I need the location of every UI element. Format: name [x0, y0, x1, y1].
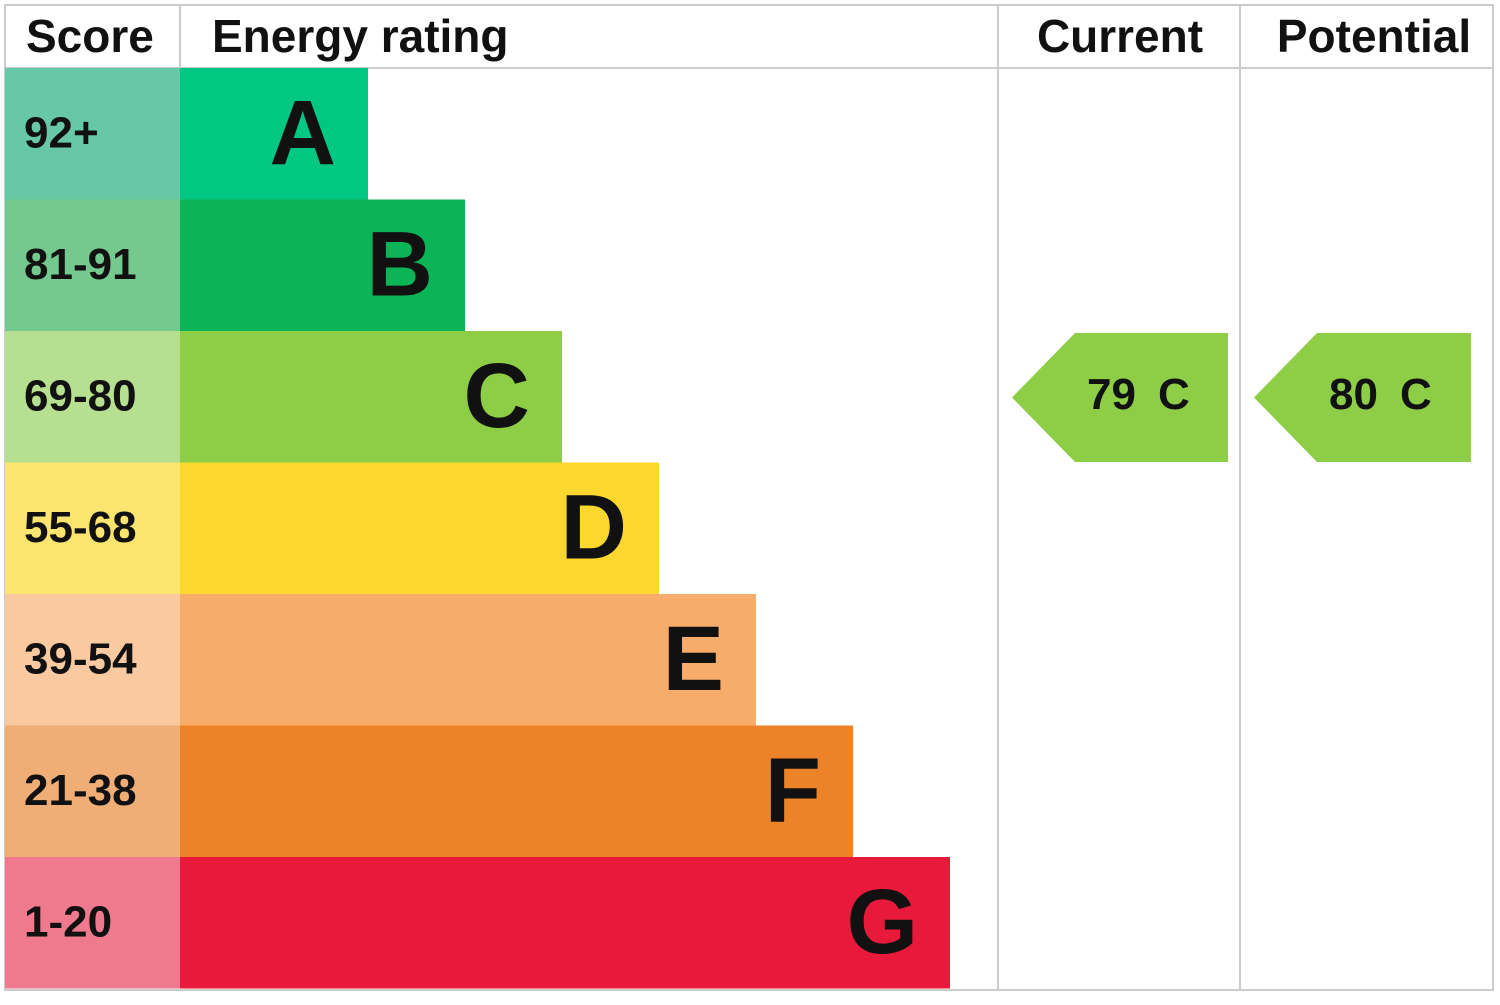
rating-bar	[180, 68, 368, 200]
score-range: 55-68	[24, 503, 137, 552]
score-cell	[5, 331, 180, 463]
potential-score: 80	[1329, 370, 1378, 419]
header-rating: Energy rating	[212, 10, 509, 62]
header-score: Score	[26, 10, 154, 62]
rating-letter: B	[367, 214, 433, 316]
current-band: C	[1158, 370, 1190, 419]
rating-letter: G	[846, 871, 918, 973]
potential-band: C	[1400, 370, 1432, 419]
potential-arrow	[1254, 333, 1471, 462]
rating-bar	[180, 857, 950, 989]
score-cell	[5, 725, 180, 857]
score-cell	[5, 68, 180, 200]
score-cell	[5, 594, 180, 726]
header-current: Current	[1037, 10, 1203, 62]
score-range: 92+	[24, 108, 99, 157]
score-range: 69-80	[24, 371, 137, 420]
rating-letter: A	[270, 82, 336, 184]
rating-letter: F	[765, 740, 821, 842]
score-range: 1-20	[24, 897, 112, 946]
rating-bar	[180, 725, 853, 857]
current-arrow	[1012, 333, 1228, 462]
rating-letter: D	[561, 477, 627, 579]
rating-letter: C	[464, 345, 530, 447]
header-potential: Potential	[1277, 10, 1471, 62]
rating-bar	[180, 462, 659, 594]
current-score: 79	[1087, 370, 1136, 419]
rating-bar	[180, 594, 756, 726]
rating-bar	[180, 199, 465, 331]
score-cell	[5, 199, 180, 331]
score-cell	[5, 857, 180, 989]
rating-bar	[180, 331, 562, 463]
rating-letter: E	[663, 608, 724, 710]
score-range: 39-54	[24, 634, 137, 683]
score-range: 21-38	[24, 766, 137, 815]
score-range: 81-91	[24, 240, 137, 289]
score-cell	[5, 462, 180, 594]
